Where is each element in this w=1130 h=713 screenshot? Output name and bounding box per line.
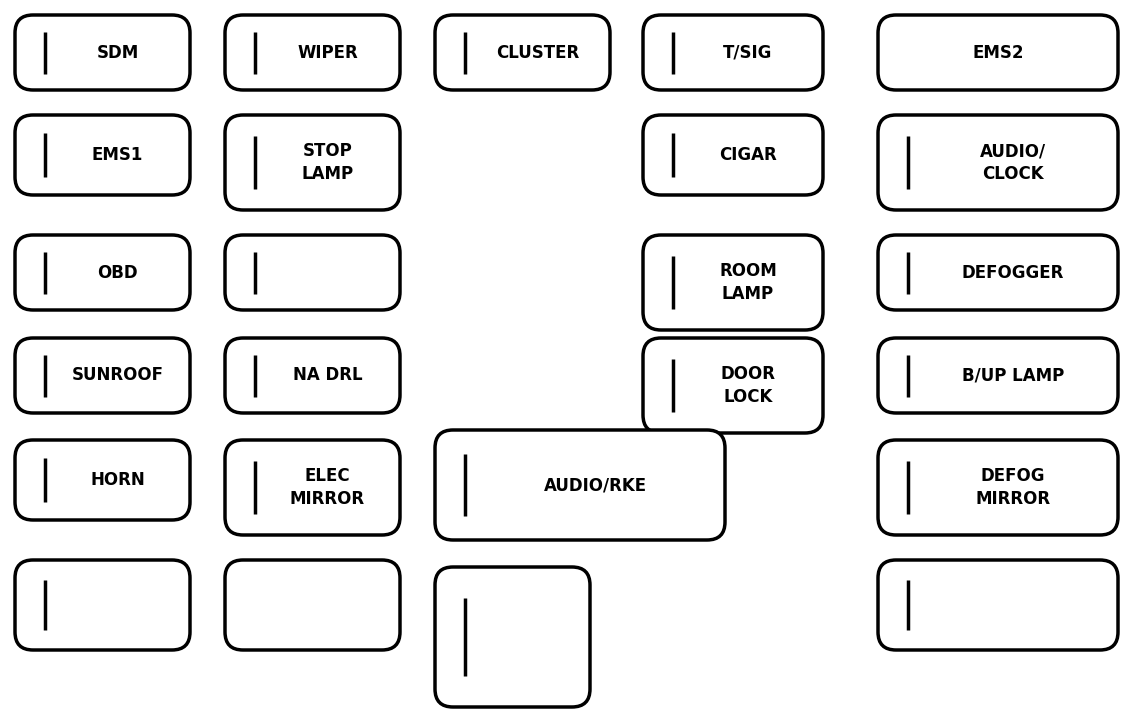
FancyBboxPatch shape [643,15,823,90]
FancyBboxPatch shape [435,15,610,90]
FancyBboxPatch shape [878,560,1118,650]
Text: DOOR
LOCK: DOOR LOCK [721,365,775,406]
FancyBboxPatch shape [435,567,590,707]
FancyBboxPatch shape [15,15,190,90]
FancyBboxPatch shape [878,440,1118,535]
FancyBboxPatch shape [225,115,400,210]
Text: ELEC
MIRROR: ELEC MIRROR [290,468,365,508]
Text: DEFOGGER: DEFOGGER [962,264,1064,282]
FancyBboxPatch shape [878,15,1118,90]
FancyBboxPatch shape [878,235,1118,310]
FancyBboxPatch shape [643,338,823,433]
FancyBboxPatch shape [15,115,190,195]
FancyBboxPatch shape [15,338,190,413]
Text: HORN: HORN [90,471,145,489]
Text: AUDIO/
CLOCK: AUDIO/ CLOCK [980,143,1046,183]
FancyBboxPatch shape [225,440,400,535]
Text: T/SIG: T/SIG [723,43,773,61]
FancyBboxPatch shape [435,430,725,540]
Text: SUNROOF: SUNROOF [71,366,164,384]
Text: OBD: OBD [97,264,138,282]
Text: AUDIO/RKE: AUDIO/RKE [544,476,646,494]
Text: WIPER: WIPER [297,43,358,61]
Text: EMS2: EMS2 [972,43,1024,61]
Text: CIGAR: CIGAR [719,146,777,164]
Text: CLUSTER: CLUSTER [496,43,579,61]
FancyBboxPatch shape [878,338,1118,413]
FancyBboxPatch shape [15,440,190,520]
FancyBboxPatch shape [878,115,1118,210]
Text: B/UP LAMP: B/UP LAMP [962,366,1064,384]
Text: DEFOG
MIRROR: DEFOG MIRROR [975,468,1051,508]
Text: STOP
LAMP: STOP LAMP [302,143,354,183]
Text: SDM: SDM [96,43,139,61]
FancyBboxPatch shape [643,115,823,195]
FancyBboxPatch shape [225,15,400,90]
FancyBboxPatch shape [643,235,823,330]
FancyBboxPatch shape [225,338,400,413]
FancyBboxPatch shape [225,235,400,310]
FancyBboxPatch shape [15,560,190,650]
FancyBboxPatch shape [15,235,190,310]
FancyBboxPatch shape [225,560,400,650]
Text: NA DRL: NA DRL [293,366,363,384]
Text: EMS1: EMS1 [92,146,144,164]
Text: ROOM
LAMP: ROOM LAMP [719,262,777,302]
